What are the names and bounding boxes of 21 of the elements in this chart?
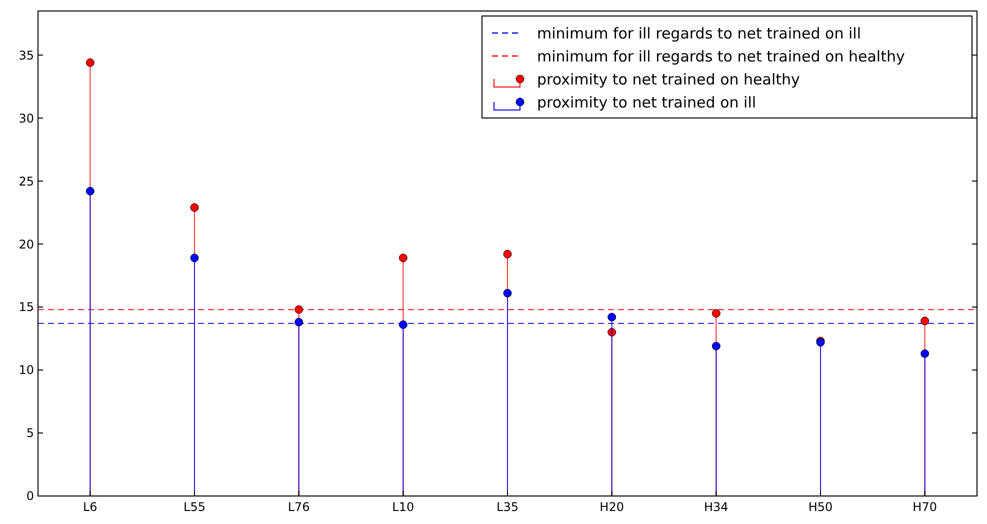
x-tick-label: H20 (600, 500, 624, 514)
y-tick-label: 5 (26, 426, 34, 440)
x-tick-label: L55 (184, 500, 206, 514)
x-tick-label: L76 (288, 500, 310, 514)
y-tick-label: 0 (26, 489, 34, 504)
x-tick-label: H70 (912, 500, 937, 514)
x-tick-label: H50 (808, 500, 833, 514)
x-tick-label: L10 (392, 500, 414, 514)
legend-label: minimum for ill regards to net trained on ill (537, 24, 862, 42)
legend-label: minimum for ill regards to net trained on healthy (537, 47, 905, 66)
y-tick-label: 10 (18, 363, 34, 378)
y-tick-label: 20 (18, 237, 34, 252)
x-tick-label: H34 (704, 500, 728, 514)
y-tick-label: 30 (18, 111, 34, 126)
y-tick-label: 25 (18, 174, 34, 188)
x-tick-label: L6 (83, 500, 98, 514)
x-tick-label: L35 (496, 500, 518, 514)
y-tick-label: 35 (18, 48, 34, 62)
legend-label: proximity to net trained on ill (537, 93, 756, 112)
legend-label: proximity to net trained on healthy (537, 70, 800, 88)
y-tick-label: 15 (18, 300, 34, 314)
